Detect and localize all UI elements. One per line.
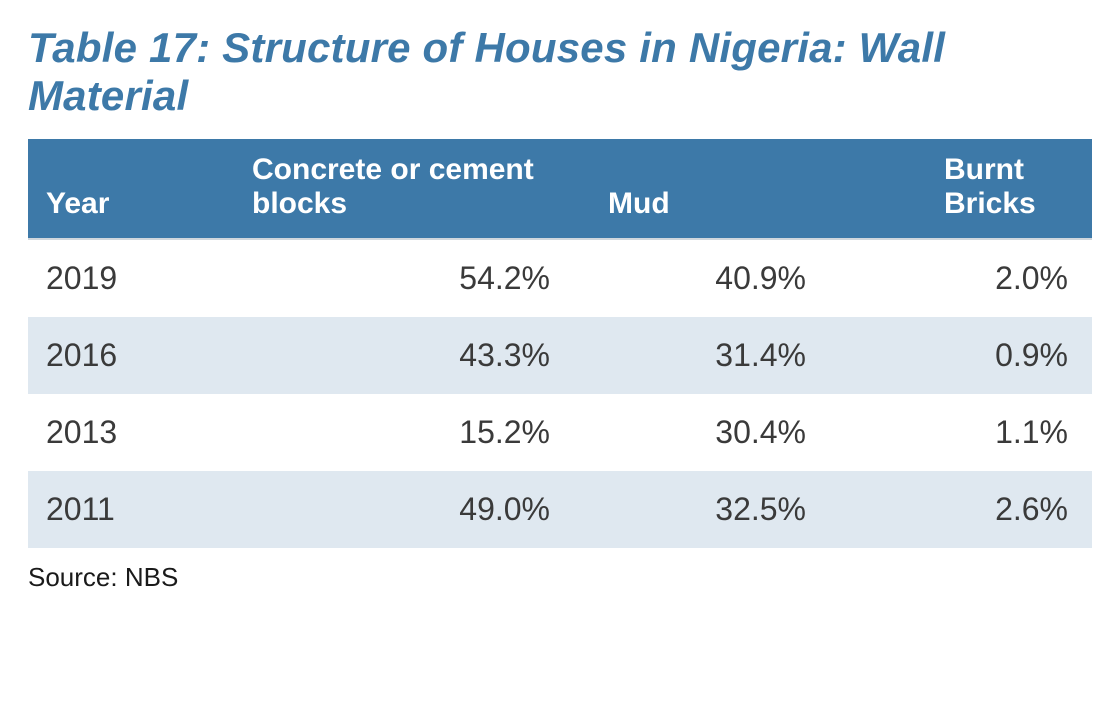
- table-row: 2011 49.0% 32.5% 2.6%: [28, 471, 1092, 548]
- cell-year: 2016: [28, 317, 234, 394]
- cell-burnt: 1.1%: [926, 394, 1092, 471]
- cell-mud: 40.9%: [590, 239, 926, 317]
- col-header-concrete: Concrete or cement blocks: [234, 139, 590, 239]
- col-header-burnt: Burnt Bricks: [926, 139, 1092, 239]
- cell-mud: 31.4%: [590, 317, 926, 394]
- cell-concrete: 15.2%: [234, 394, 590, 471]
- cell-year: 2013: [28, 394, 234, 471]
- cell-year: 2019: [28, 239, 234, 317]
- cell-concrete: 54.2%: [234, 239, 590, 317]
- table-title: Table 17: Structure of Houses in Nigeria…: [28, 24, 1092, 121]
- cell-burnt: 2.6%: [926, 471, 1092, 548]
- col-header-year: Year: [28, 139, 234, 239]
- source-note: Source: NBS: [28, 562, 1092, 593]
- wall-material-table: Year Concrete or cement blocks Mud Burnt…: [28, 139, 1092, 548]
- table-header-row: Year Concrete or cement blocks Mud Burnt…: [28, 139, 1092, 239]
- table-row: 2019 54.2% 40.9% 2.0%: [28, 239, 1092, 317]
- table-row: 2016 43.3% 31.4% 0.9%: [28, 317, 1092, 394]
- cell-concrete: 43.3%: [234, 317, 590, 394]
- cell-mud: 30.4%: [590, 394, 926, 471]
- cell-mud: 32.5%: [590, 471, 926, 548]
- col-header-mud: Mud: [590, 139, 926, 239]
- cell-concrete: 49.0%: [234, 471, 590, 548]
- table-row: 2013 15.2% 30.4% 1.1%: [28, 394, 1092, 471]
- cell-burnt: 2.0%: [926, 239, 1092, 317]
- cell-burnt: 0.9%: [926, 317, 1092, 394]
- cell-year: 2011: [28, 471, 234, 548]
